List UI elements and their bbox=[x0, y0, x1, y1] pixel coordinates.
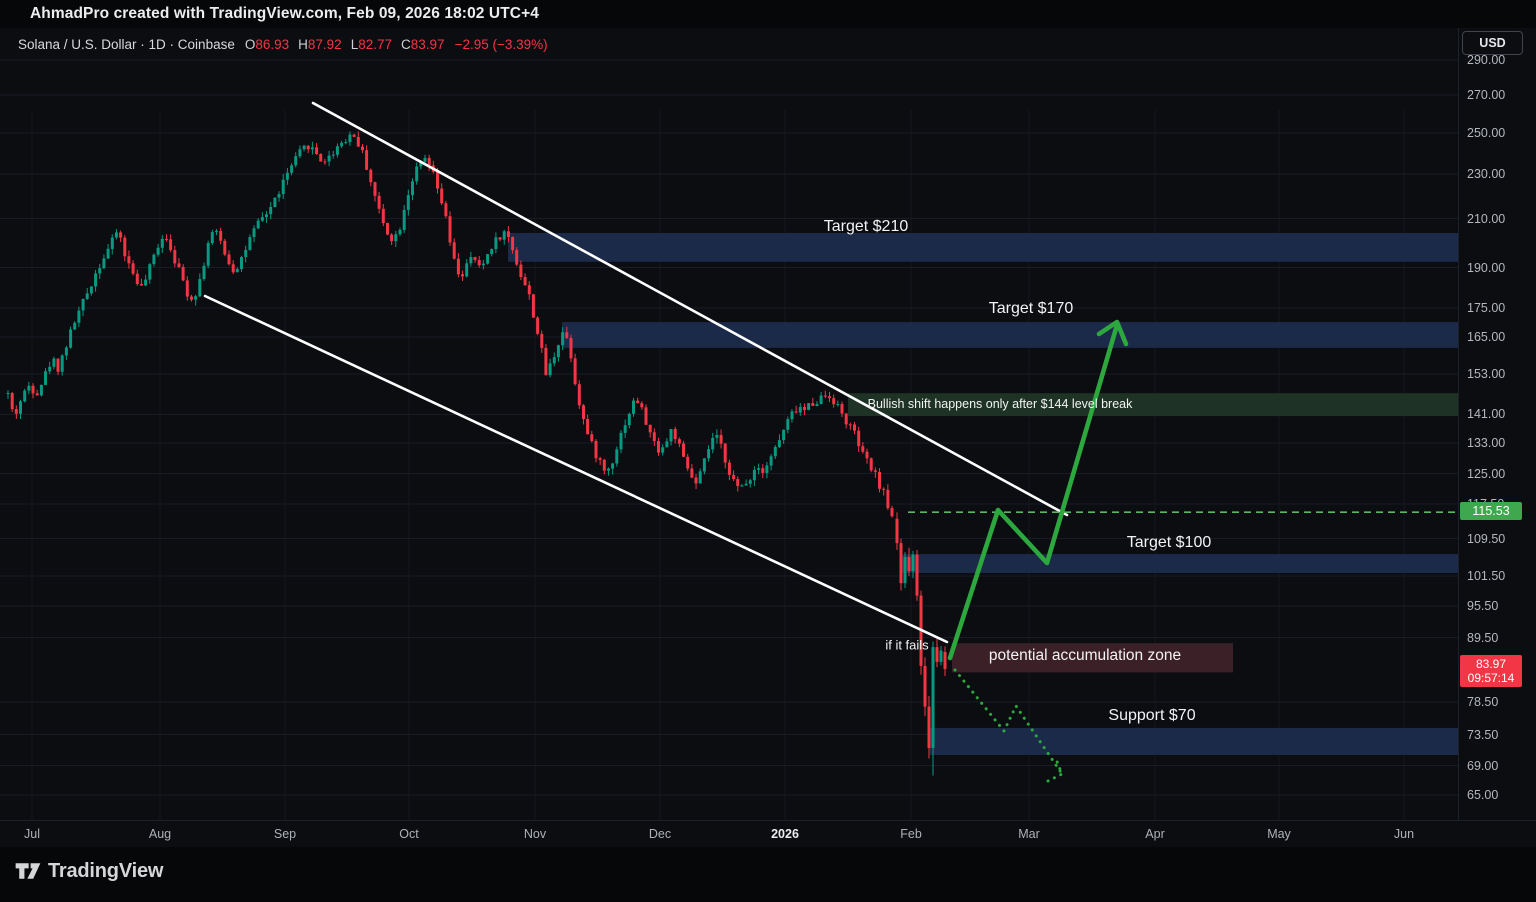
currency-toggle-button[interactable]: USD bbox=[1462, 31, 1523, 55]
grid bbox=[0, 59, 1458, 820]
change-readout: −2.95 (−3.39%) bbox=[454, 36, 548, 52]
price-axis[interactable]: 115.53 83.97 09:57:14 290.00 270.00 250.00… bbox=[1458, 28, 1536, 820]
bar-countdown: 09:57:14 bbox=[1467, 671, 1515, 686]
price-tick-210.00: 210.00 bbox=[1467, 211, 1506, 226]
price-tick-69.00: 69.00 bbox=[1467, 758, 1499, 773]
price-tick-109.50: 109.50 bbox=[1467, 531, 1506, 546]
lower-channel-line[interactable] bbox=[203, 294, 949, 644]
zone-accumulation-zone bbox=[952, 643, 1233, 673]
price-tick-73.50: 73.50 bbox=[1467, 727, 1499, 742]
time-tick-Mar: Mar bbox=[1018, 827, 1040, 841]
time-tick-Nov: Nov bbox=[523, 827, 547, 841]
price-tick-101.50: 101.50 bbox=[1467, 568, 1506, 583]
symbol-row: Solana / U.S. Dollar · 1D · Coinbase O86… bbox=[18, 34, 548, 54]
chart-canvas[interactable] bbox=[0, 28, 1536, 846]
zone-target-210 bbox=[508, 233, 1458, 262]
zone-target-170 bbox=[562, 322, 1458, 348]
bearish-dotted-path[interactable] bbox=[953, 668, 1064, 783]
price-tick-190.00: 190.00 bbox=[1467, 260, 1506, 275]
trend-channel[interactable] bbox=[203, 101, 1069, 644]
symbol-title[interactable]: Solana / U.S. Dollar · 1D · Coinbase bbox=[18, 36, 235, 52]
zone-target-100 bbox=[902, 554, 1458, 573]
time-tick-Aug: Aug bbox=[148, 827, 172, 841]
time-axis[interactable]: Jul Aug Sep Oct Nov Dec 2026 Feb Mar Apr May Jun bbox=[0, 820, 1536, 847]
price-tick-133.00: 133.00 bbox=[1467, 436, 1506, 450]
target-210-label: Target $210 bbox=[823, 218, 909, 235]
time-tick-Oct: Oct bbox=[399, 827, 419, 841]
last-price-label: 83.97 09:57:14 bbox=[1460, 655, 1522, 688]
chart-panel: Solana / U.S. Dollar · 1D · Coinbase O86… bbox=[0, 28, 1536, 847]
attribution-text: AhmadPro created with TradingView.com, F… bbox=[30, 5, 539, 22]
last-price-value: 83.97 bbox=[1475, 657, 1507, 672]
zones bbox=[508, 233, 1458, 755]
time-tick-Jul: Jul bbox=[24, 827, 40, 841]
candles-series bbox=[6, 131, 947, 776]
price-tick-175.00: 175.00 bbox=[1467, 301, 1506, 316]
price-tick-89.50: 89.50 bbox=[1467, 630, 1499, 645]
ohlc-L: L82.77 bbox=[350, 36, 393, 52]
zone-support-70 bbox=[930, 727, 1458, 755]
tradingview-logo-text: TradingView bbox=[48, 859, 164, 882]
bottom-strip: TradingView bbox=[0, 846, 1536, 902]
bullish-shift-label: Bullish shift happens only after $144 le… bbox=[867, 397, 1133, 411]
price-tick-125.00: 125.00 bbox=[1467, 466, 1506, 481]
price-tick-290.00: 290.00 bbox=[1467, 52, 1506, 67]
ohlc-readout: O86.93 H87.92 L82.77 C83.97 bbox=[245, 37, 445, 52]
price-tick-165.00: 165.00 bbox=[1467, 330, 1506, 345]
support-70-label: Support $70 bbox=[1108, 707, 1196, 724]
accumulation-label: potential accumulation zone bbox=[988, 647, 1182, 664]
price-tick-65.00: 65.00 bbox=[1467, 787, 1499, 802]
time-tick-Jun: Jun bbox=[1393, 827, 1415, 841]
level-price-label: 115.53 bbox=[1460, 502, 1522, 521]
price-tick-78.50: 78.50 bbox=[1467, 695, 1499, 710]
upper-channel-line[interactable] bbox=[311, 101, 1069, 517]
tradingview-logo-icon bbox=[15, 863, 41, 879]
time-tick-Sep: Sep bbox=[273, 827, 297, 841]
price-tick-230.00: 230.00 bbox=[1467, 166, 1506, 181]
tradingview-logo[interactable]: TradingView bbox=[15, 857, 163, 885]
price-tick-153.00: 153.00 bbox=[1467, 367, 1506, 382]
ohlc-H: H87.92 bbox=[298, 36, 342, 52]
time-tick-Apr: Apr bbox=[1145, 827, 1165, 841]
target-170-label: Target $170 bbox=[988, 300, 1074, 317]
attribution-bar: AhmadPro created with TradingView.com, F… bbox=[0, 0, 1536, 29]
zone-bullish-shift-band bbox=[848, 393, 1458, 417]
price-tick-270.00: 270.00 bbox=[1467, 88, 1506, 102]
price-tick-95.50: 95.50 bbox=[1467, 598, 1499, 613]
target-100-label: Target $100 bbox=[1126, 534, 1212, 551]
time-tick-May: May bbox=[1267, 827, 1291, 841]
time-tick-Dec: Dec bbox=[648, 827, 672, 841]
ohlc-C: C83.97 bbox=[401, 36, 445, 52]
ohlc-O: O86.93 bbox=[244, 36, 290, 52]
time-tick-2026: 2026 bbox=[771, 827, 799, 841]
bullish-projection-arrow[interactable] bbox=[947, 319, 1129, 661]
time-tick-Feb: Feb bbox=[900, 827, 922, 841]
price-tick-250.00: 250.00 bbox=[1467, 125, 1506, 140]
price-tick-141.00: 141.00 bbox=[1467, 407, 1506, 422]
if-it-fails-label: if it fails bbox=[885, 637, 929, 653]
